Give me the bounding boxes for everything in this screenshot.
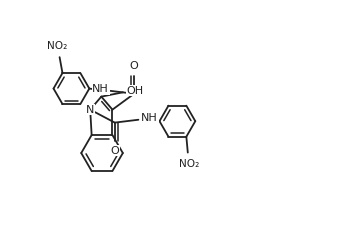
Text: NO₂: NO₂ <box>47 40 67 51</box>
Text: NH: NH <box>141 113 158 123</box>
Text: O: O <box>111 146 119 156</box>
Text: OH: OH <box>126 86 144 96</box>
Text: N: N <box>86 105 94 115</box>
Text: O: O <box>130 61 139 71</box>
Text: NH: NH <box>92 84 109 94</box>
Text: NO₂: NO₂ <box>179 159 199 169</box>
